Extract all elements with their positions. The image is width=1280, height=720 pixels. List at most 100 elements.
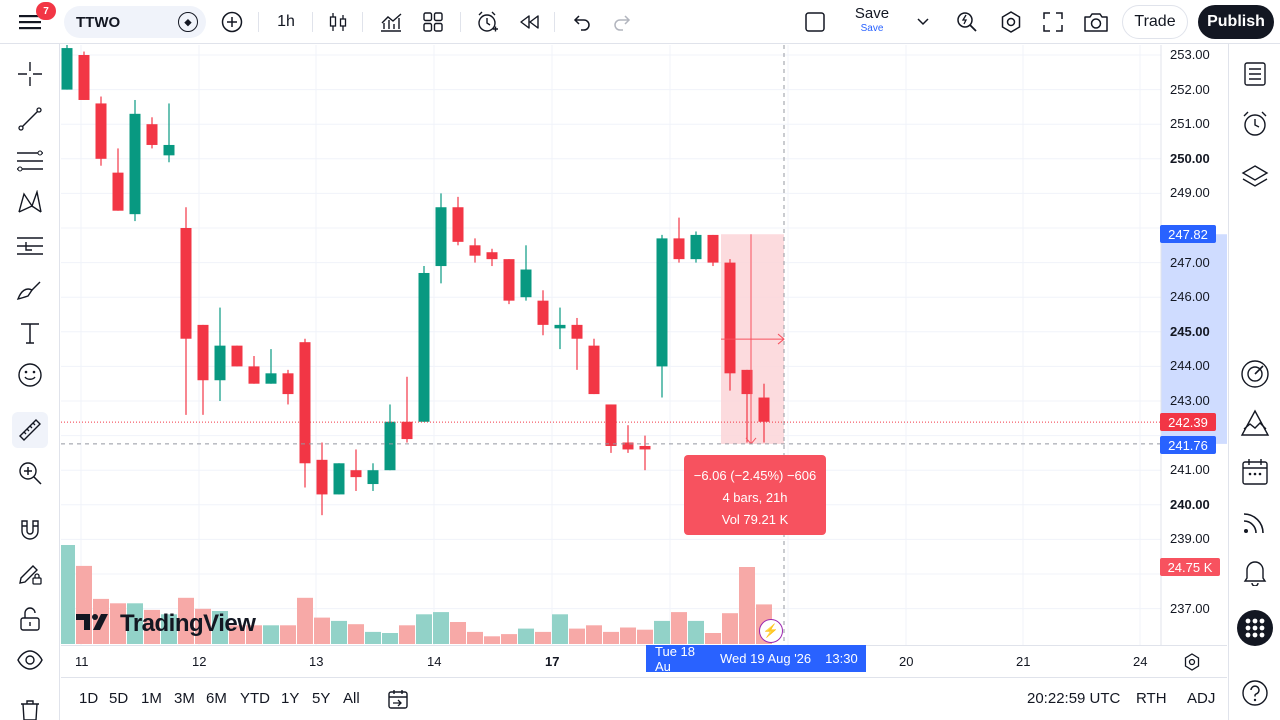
- undo-button[interactable]: [564, 6, 598, 38]
- camera-icon: [1084, 13, 1108, 32]
- flash-icon[interactable]: ⚡: [759, 619, 783, 643]
- range-6m[interactable]: 6M: [206, 690, 227, 707]
- volume-bar: [348, 624, 364, 644]
- products-button[interactable]: [1237, 610, 1273, 646]
- candle-body: [78, 55, 90, 100]
- volume-bar: [212, 611, 228, 644]
- clock[interactable]: 20:22:59 UTC: [1027, 690, 1121, 707]
- symbol-search[interactable]: TTWO ◆: [64, 6, 206, 38]
- volume-bar: [399, 625, 415, 644]
- volume-bar: [263, 625, 279, 644]
- brush-tool[interactable]: [12, 273, 48, 309]
- zoom-in-tool[interactable]: [12, 455, 48, 491]
- notifications-button[interactable]: [1237, 554, 1273, 590]
- volume-bar: [603, 631, 619, 644]
- time-label: 24: [1133, 654, 1148, 669]
- range-1d[interactable]: 1D: [79, 690, 99, 707]
- range-ytd[interactable]: YTD: [240, 690, 270, 707]
- layouts-button[interactable]: [416, 6, 450, 38]
- measure-bottom-price-tag: 241.76: [1160, 436, 1216, 454]
- fullscreen-button[interactable]: [1036, 6, 1070, 38]
- session-toggle[interactable]: RTH: [1136, 690, 1167, 707]
- price-label: 245.00: [1170, 323, 1210, 339]
- save-sublabel: Save: [860, 23, 884, 34]
- publish-button[interactable]: Publish: [1198, 5, 1274, 39]
- pattern-tool[interactable]: [12, 185, 48, 221]
- ideas-button[interactable]: [1237, 405, 1273, 441]
- volume-bar: [61, 545, 75, 644]
- go-to-date-button[interactable]: [387, 688, 411, 715]
- diamond-icon[interactable]: ◆: [178, 12, 198, 32]
- add-symbol-button[interactable]: [216, 6, 248, 38]
- range-1m[interactable]: 1M: [141, 690, 162, 707]
- quick-search-button[interactable]: [950, 6, 984, 38]
- settings-button[interactable]: [994, 6, 1028, 38]
- layout-toggle-button[interactable]: [798, 6, 832, 38]
- hide-drawings-tool[interactable]: [12, 642, 48, 678]
- forecast-tool[interactable]: [12, 228, 48, 264]
- gear-icon: [1001, 11, 1021, 33]
- magnet-tool[interactable]: [12, 512, 48, 548]
- volume-bar: [552, 614, 568, 644]
- alert-button[interactable]: [470, 6, 504, 38]
- object-tree-button[interactable]: [1237, 159, 1273, 195]
- trading-panel-button[interactable]: [1237, 356, 1273, 392]
- chart-type-button[interactable]: [322, 6, 354, 38]
- calendar-button[interactable]: [1237, 454, 1273, 490]
- candle-body: [61, 48, 73, 90]
- axis-settings-button[interactable]: [1183, 653, 1201, 676]
- text-tool[interactable]: [12, 315, 48, 351]
- redo-button[interactable]: [606, 6, 640, 38]
- rewind-icon: [520, 15, 539, 29]
- volume-bar: [178, 597, 194, 644]
- news-stream-button[interactable]: [1237, 504, 1273, 540]
- measure-tool[interactable]: [12, 412, 48, 448]
- watchlist-button[interactable]: [1237, 56, 1273, 92]
- volume-bar: [144, 609, 160, 644]
- alerts-button[interactable]: [1237, 106, 1273, 142]
- crosshair-tool[interactable]: [12, 56, 48, 92]
- hamburger-icon: [19, 15, 41, 30]
- price-label: 243.00: [1170, 393, 1210, 408]
- candle-body: [622, 442, 634, 450]
- price-label: 237.00: [1170, 600, 1210, 616]
- candles-icon: [329, 13, 347, 31]
- range-all[interactable]: All: [343, 690, 360, 707]
- volume-bar: [586, 625, 602, 644]
- price-label: 253.00: [1170, 47, 1210, 62]
- candle-body: [299, 342, 311, 464]
- interval-button[interactable]: 1h: [277, 13, 295, 30]
- tradingview-logo[interactable]: TradingView: [76, 608, 256, 639]
- time-axis[interactable]: 11 12 13 14 17 20 21 24: [61, 645, 1227, 677]
- trend-line-tool[interactable]: [12, 101, 48, 137]
- range-5d[interactable]: 5D: [109, 690, 129, 707]
- volume-bar: [722, 613, 738, 644]
- replay-button[interactable]: [512, 6, 546, 38]
- redo-icon: [614, 15, 631, 31]
- menu-button[interactable]: [12, 6, 48, 38]
- save-options-button[interactable]: [910, 6, 936, 38]
- help-button[interactable]: [1237, 675, 1273, 711]
- lock-drawings-tool[interactable]: [12, 601, 48, 637]
- save-button[interactable]: Save Save: [846, 5, 898, 39]
- trade-button[interactable]: Trade: [1122, 5, 1188, 39]
- snapshot-button[interactable]: [1078, 6, 1114, 38]
- range-5y[interactable]: 5Y: [312, 690, 331, 707]
- remove-drawings-tool[interactable]: [12, 699, 48, 720]
- chevron-down-icon: [917, 18, 929, 26]
- measure-arrow-head: [777, 333, 785, 345]
- candle-body: [656, 238, 668, 367]
- fib-tool[interactable]: [12, 143, 48, 179]
- keep-drawing-tool[interactable]: [12, 556, 48, 592]
- candle-body: [639, 445, 651, 450]
- range-1y[interactable]: 1Y: [281, 690, 300, 707]
- candle-body: [95, 103, 107, 159]
- adjust-toggle[interactable]: ADJ: [1187, 690, 1216, 707]
- chart-pane[interactable]: [61, 45, 1227, 645]
- indicators-button[interactable]: [374, 6, 408, 38]
- help-icon: [1242, 680, 1268, 706]
- price-chart[interactable]: [61, 45, 1227, 645]
- emoji-tool[interactable]: [12, 357, 48, 393]
- candle-body: [605, 404, 617, 446]
- range-3m[interactable]: 3M: [174, 690, 195, 707]
